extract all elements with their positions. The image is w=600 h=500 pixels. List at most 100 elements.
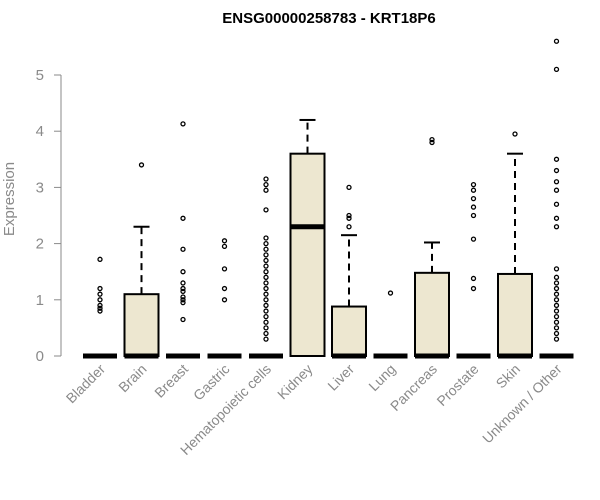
outlier-point bbox=[263, 235, 269, 241]
outlier-point bbox=[263, 325, 269, 331]
outlier-point bbox=[97, 302, 103, 309]
box-10 bbox=[456, 181, 491, 359]
outlier-point bbox=[263, 274, 269, 280]
box-7 bbox=[331, 184, 367, 359]
outlier-point bbox=[263, 246, 269, 252]
outlier-point bbox=[263, 207, 269, 213]
outlier-point bbox=[470, 181, 477, 188]
outlier-point bbox=[553, 167, 560, 174]
outlier-point bbox=[470, 187, 477, 193]
outlier-point bbox=[180, 285, 186, 292]
box-body bbox=[123, 293, 160, 357]
outlier-point bbox=[553, 280, 560, 286]
x-tick-label: Unknown / Other bbox=[479, 361, 565, 447]
outlier-point bbox=[346, 215, 352, 221]
outlier-point bbox=[97, 285, 103, 292]
outlier-point bbox=[553, 308, 560, 314]
x-tick-label: Prostate bbox=[433, 361, 481, 409]
outlier-point bbox=[263, 291, 269, 297]
outlier-point bbox=[429, 136, 435, 143]
outlier-point bbox=[263, 257, 269, 264]
y-tick-label: 0 bbox=[36, 348, 44, 365]
outlier-point bbox=[263, 240, 269, 247]
x-tick-label: Bladder bbox=[63, 361, 109, 407]
outlier-point bbox=[263, 336, 269, 342]
outlier-point bbox=[221, 266, 228, 272]
outlier-point bbox=[429, 139, 435, 146]
box-1 bbox=[83, 256, 117, 359]
outlier-point bbox=[263, 181, 269, 188]
outlier-point bbox=[553, 314, 560, 320]
box-group bbox=[83, 38, 574, 359]
outlier-point bbox=[553, 38, 560, 44]
y-tick-label: 5 bbox=[36, 67, 44, 84]
outlier-point bbox=[180, 121, 186, 127]
chart-title: ENSG00000258783 - KRT18P6 bbox=[222, 10, 435, 27]
box-4 bbox=[207, 238, 242, 359]
outlier-point bbox=[553, 291, 560, 297]
outlier-point bbox=[263, 280, 269, 286]
outlier-point bbox=[263, 308, 269, 314]
box-body bbox=[414, 271, 450, 358]
outlier-point bbox=[263, 187, 269, 193]
outlier-point bbox=[387, 290, 394, 296]
outlier-point bbox=[553, 156, 560, 162]
outlier-point bbox=[553, 179, 560, 185]
outlier-point bbox=[263, 302, 269, 309]
outlier-point bbox=[553, 266, 560, 272]
outlier-point bbox=[263, 263, 269, 269]
outlier-point bbox=[470, 236, 477, 242]
y-axis: 0 1 2 3 4 5 bbox=[36, 67, 62, 365]
outlier-point bbox=[553, 319, 560, 325]
outlier-point bbox=[553, 215, 560, 221]
x-tick-label: Kidney bbox=[274, 361, 316, 403]
outlier-point bbox=[221, 243, 228, 250]
outlier-point bbox=[263, 330, 269, 337]
outlier-point bbox=[97, 256, 103, 262]
outlier-point bbox=[263, 285, 269, 292]
box-3 bbox=[166, 121, 200, 359]
outlier-point bbox=[263, 297, 269, 303]
outlier-point bbox=[138, 162, 145, 168]
outlier-point bbox=[180, 215, 186, 221]
outlier-point bbox=[470, 204, 477, 210]
outlier-point bbox=[97, 297, 103, 303]
outlier-point bbox=[263, 269, 269, 275]
outlier-point bbox=[553, 297, 560, 303]
outlier-point bbox=[553, 224, 560, 230]
outlier-point bbox=[180, 316, 186, 323]
y-axis-label: Expression bbox=[1, 162, 18, 236]
outlier-point bbox=[263, 252, 269, 258]
outlier-point bbox=[553, 201, 560, 207]
outlier-point bbox=[180, 280, 186, 286]
x-tick-label: Breast bbox=[151, 361, 191, 401]
outlier-point bbox=[180, 294, 186, 300]
x-tick-label: Lung bbox=[365, 361, 398, 394]
box-5 bbox=[249, 176, 283, 359]
x-tick-label: Liver bbox=[324, 361, 357, 394]
outlier-point bbox=[553, 302, 560, 309]
outlier-point bbox=[97, 291, 103, 297]
outlier-point bbox=[263, 176, 269, 182]
outlier-point bbox=[263, 319, 269, 325]
box-9 bbox=[414, 136, 450, 359]
x-tick-label: Brain bbox=[115, 361, 149, 395]
box-8 bbox=[373, 290, 408, 359]
outlier-point bbox=[553, 336, 560, 342]
outlier-point bbox=[553, 285, 560, 292]
x-tick-label: Skin bbox=[493, 361, 524, 392]
outlier-point bbox=[553, 274, 560, 280]
outlier-point bbox=[97, 308, 103, 314]
outlier-point bbox=[180, 246, 186, 252]
outlier-point bbox=[346, 184, 352, 191]
outlier-point bbox=[470, 285, 477, 292]
outlier-point bbox=[553, 325, 560, 331]
y-tick-label: 1 bbox=[36, 292, 44, 309]
box-body bbox=[331, 305, 367, 358]
box-6 bbox=[289, 118, 326, 357]
outlier-point bbox=[180, 288, 186, 295]
outlier-point bbox=[221, 285, 228, 292]
outlier-point bbox=[553, 66, 560, 73]
y-tick-label: 4 bbox=[36, 123, 44, 140]
